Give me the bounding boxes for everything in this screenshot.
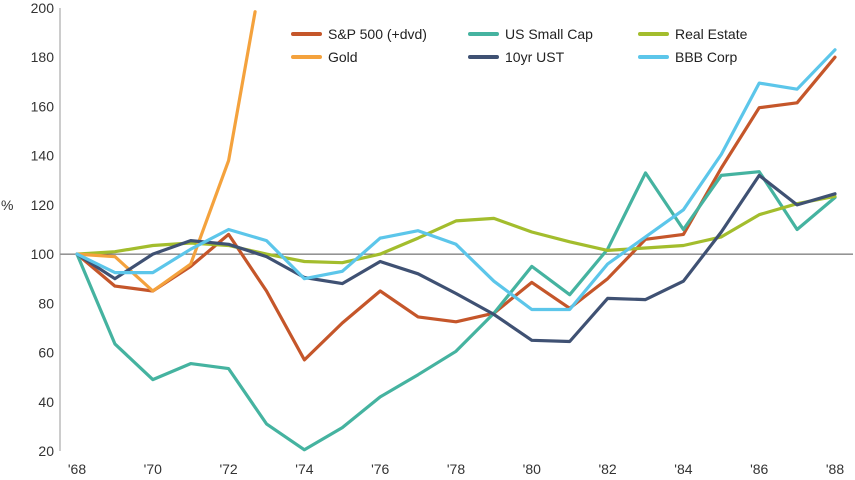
y-tick-label: 120 <box>31 197 55 213</box>
y-tick-label: 20 <box>38 443 54 459</box>
x-tick-label: '78 <box>447 461 465 477</box>
legend: S&P 500 (+dvd) US Small Cap Real Estate Gol… <box>291 26 748 65</box>
series-line-us-small-cap <box>75 170 837 452</box>
y-tick-label: 180 <box>31 49 55 65</box>
x-tick-label: '86 <box>750 461 768 477</box>
y-tick-label: 160 <box>31 98 55 114</box>
x-tick-label: '68 <box>68 461 86 477</box>
legend-label-us-small-cap: US Small Cap <box>505 26 593 42</box>
x-tick-label: '70 <box>144 461 162 477</box>
series-line-10yr-ust <box>75 173 837 344</box>
x-tick-label: '74 <box>295 461 313 477</box>
y-tick-label: 100 <box>31 246 55 262</box>
series-line-gold <box>75 10 257 293</box>
legend-label-10yr-ust: 10yr UST <box>505 49 565 65</box>
legend-label-gold: Gold <box>328 49 358 65</box>
x-tick-label: '88 <box>826 461 844 477</box>
y-tick-label: 200 <box>31 0 55 16</box>
series-line-bbb-corp <box>75 48 837 312</box>
y-tick-label: 80 <box>38 295 54 311</box>
x-tick-labels: '68 '70 '72 '74 '76 '78 '80 '82 '84 '86 '88 <box>68 461 844 477</box>
y-axis-title: % <box>1 197 13 213</box>
series-lines <box>75 10 837 452</box>
x-tick-label: '72 <box>219 461 237 477</box>
x-tick-label: '80 <box>523 461 541 477</box>
y-tick-labels: 20 40 60 80 100 120 140 160 180 200 <box>31 0 55 459</box>
legend-label-real-estate: Real Estate <box>675 26 748 42</box>
series-line-s-p-500-dvd <box>75 55 837 362</box>
y-tick-label: 40 <box>38 394 54 410</box>
legend-label-bbb-corp: BBB Corp <box>675 49 737 65</box>
x-tick-label: '76 <box>371 461 389 477</box>
y-tick-label: 60 <box>38 345 54 361</box>
x-tick-label: '82 <box>598 461 616 477</box>
y-tick-label: 140 <box>31 148 55 164</box>
x-tick-label: '84 <box>674 461 692 477</box>
axes: % <box>1 8 61 451</box>
legend-label-s-p-500-dvd: S&P 500 (+dvd) <box>328 26 427 42</box>
